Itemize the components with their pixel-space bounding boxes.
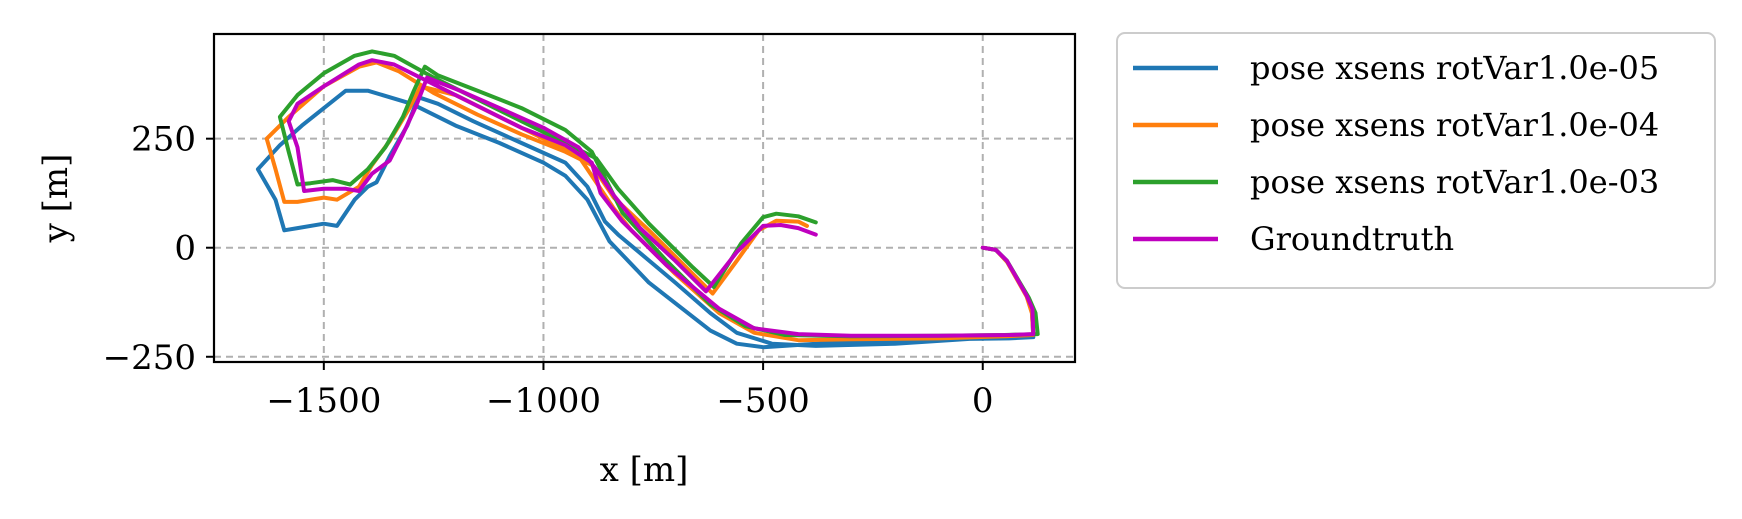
legend-frame <box>1116 32 1716 289</box>
legend-label-4: Groundtruth <box>1250 220 1454 258</box>
legend: pose xsens rotVar1.0e-05 pose xsens rotVa… <box>1116 32 1716 289</box>
x-axis-label: x [m] <box>600 450 689 490</box>
legend-label-2: pose xsens rotVar1.0e-04 <box>1250 106 1659 144</box>
series-line-3 <box>277 49 1040 339</box>
plot-frame <box>212 32 1077 364</box>
series-line-1 <box>255 88 1036 350</box>
x-tick-label: −1500 <box>266 381 381 421</box>
y-axis-label: y [m] <box>36 154 76 244</box>
series-line-4 <box>286 58 1036 338</box>
x-axis-ticks: −1500 −1000 −500 0 <box>266 362 994 421</box>
y-tick-label: 0 <box>174 229 196 269</box>
series-line-2 <box>264 60 1036 343</box>
y-tick-label: −250 <box>103 338 196 378</box>
x-tick-label: 0 <box>972 381 994 421</box>
y-axis-ticks: −250 0 250 <box>103 120 214 378</box>
legend-label-1: pose xsens rotVar1.0e-05 <box>1250 49 1659 87</box>
x-tick-label: −500 <box>716 381 809 421</box>
legend-label-3: pose xsens rotVar1.0e-03 <box>1250 163 1659 201</box>
x-tick-label: −1000 <box>486 381 601 421</box>
plot-series <box>255 49 1040 350</box>
y-tick-label: 250 <box>131 120 196 160</box>
